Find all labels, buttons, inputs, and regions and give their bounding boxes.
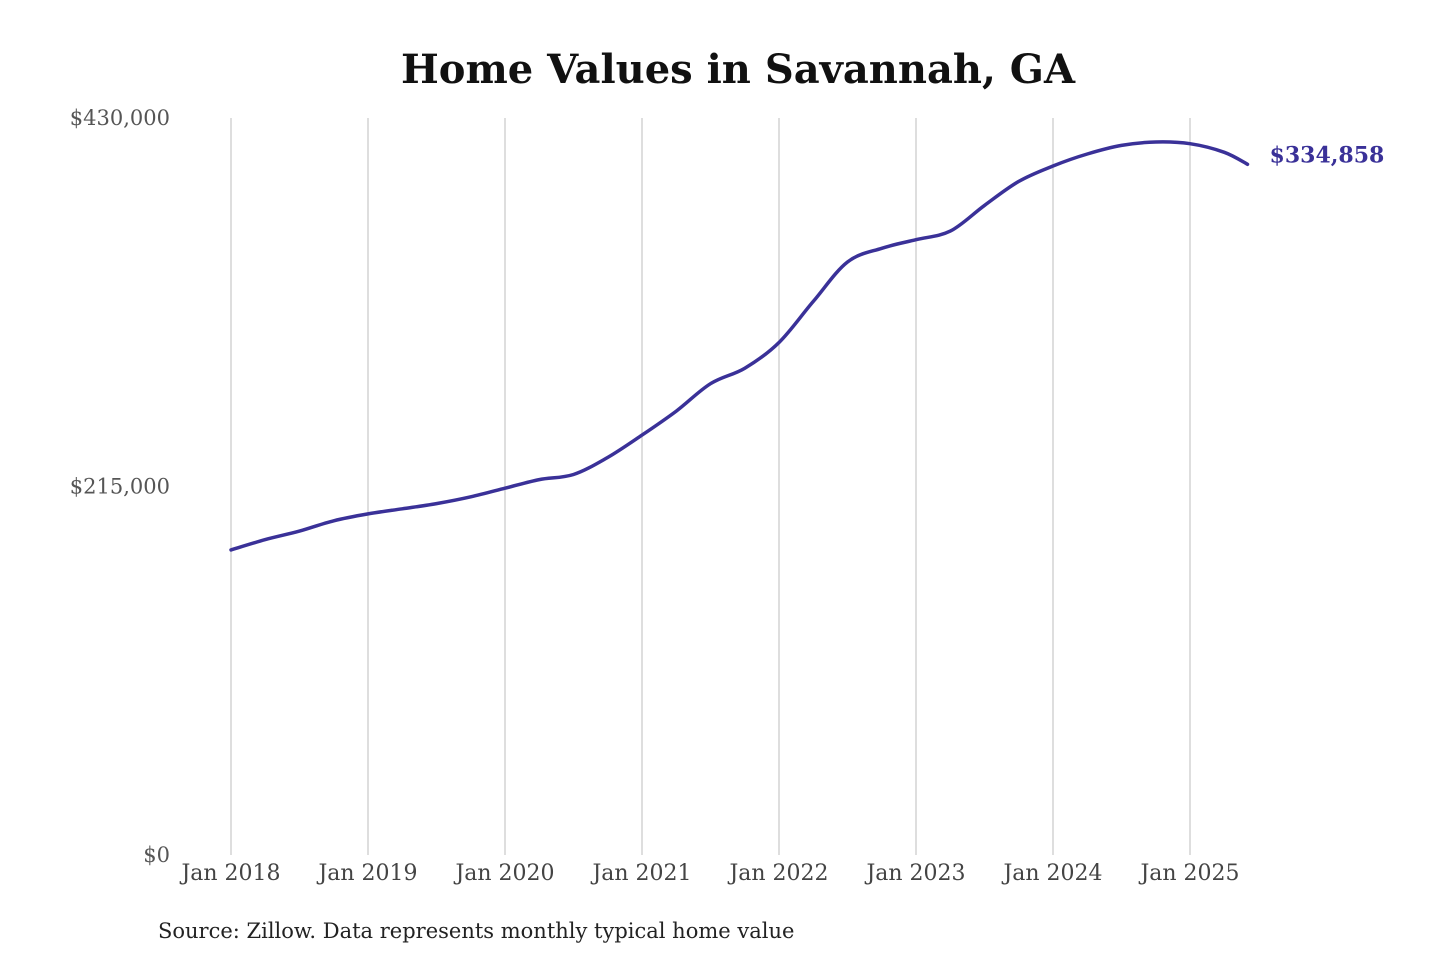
y-axis-ticks: $0 $215,000 $430,000 bbox=[70, 106, 170, 867]
chart-title: Home Values in Savannah, GA bbox=[401, 46, 1076, 93]
x-axis-ticks: Jan 2018 Jan 2019 Jan 2020 Jan 2021 Jan 2022… bbox=[179, 861, 1239, 886]
x-tick-label: Jan 2021 bbox=[590, 861, 691, 886]
x-tick-label: Jan 2022 bbox=[727, 861, 828, 886]
x-tick-label: Jan 2019 bbox=[316, 861, 417, 886]
series-layer bbox=[229, 140, 1250, 552]
y-tick-label: $0 bbox=[143, 843, 170, 867]
x-tick-label: Jan 2023 bbox=[864, 861, 965, 886]
end-value-label: $334,858 bbox=[1270, 142, 1385, 168]
source-note: Source: Zillow. Data represents monthly … bbox=[158, 919, 794, 943]
x-tick-label: Jan 2018 bbox=[179, 861, 280, 886]
x-tick-label: Jan 2025 bbox=[1138, 861, 1239, 886]
x-tick-label: Jan 2024 bbox=[1001, 861, 1102, 886]
y-tick-label: $215,000 bbox=[70, 475, 170, 499]
y-tick-label: $430,000 bbox=[70, 106, 170, 130]
gridlines bbox=[230, 118, 1191, 855]
x-tick-label: Jan 2020 bbox=[453, 861, 554, 886]
series-line bbox=[229, 140, 1250, 552]
